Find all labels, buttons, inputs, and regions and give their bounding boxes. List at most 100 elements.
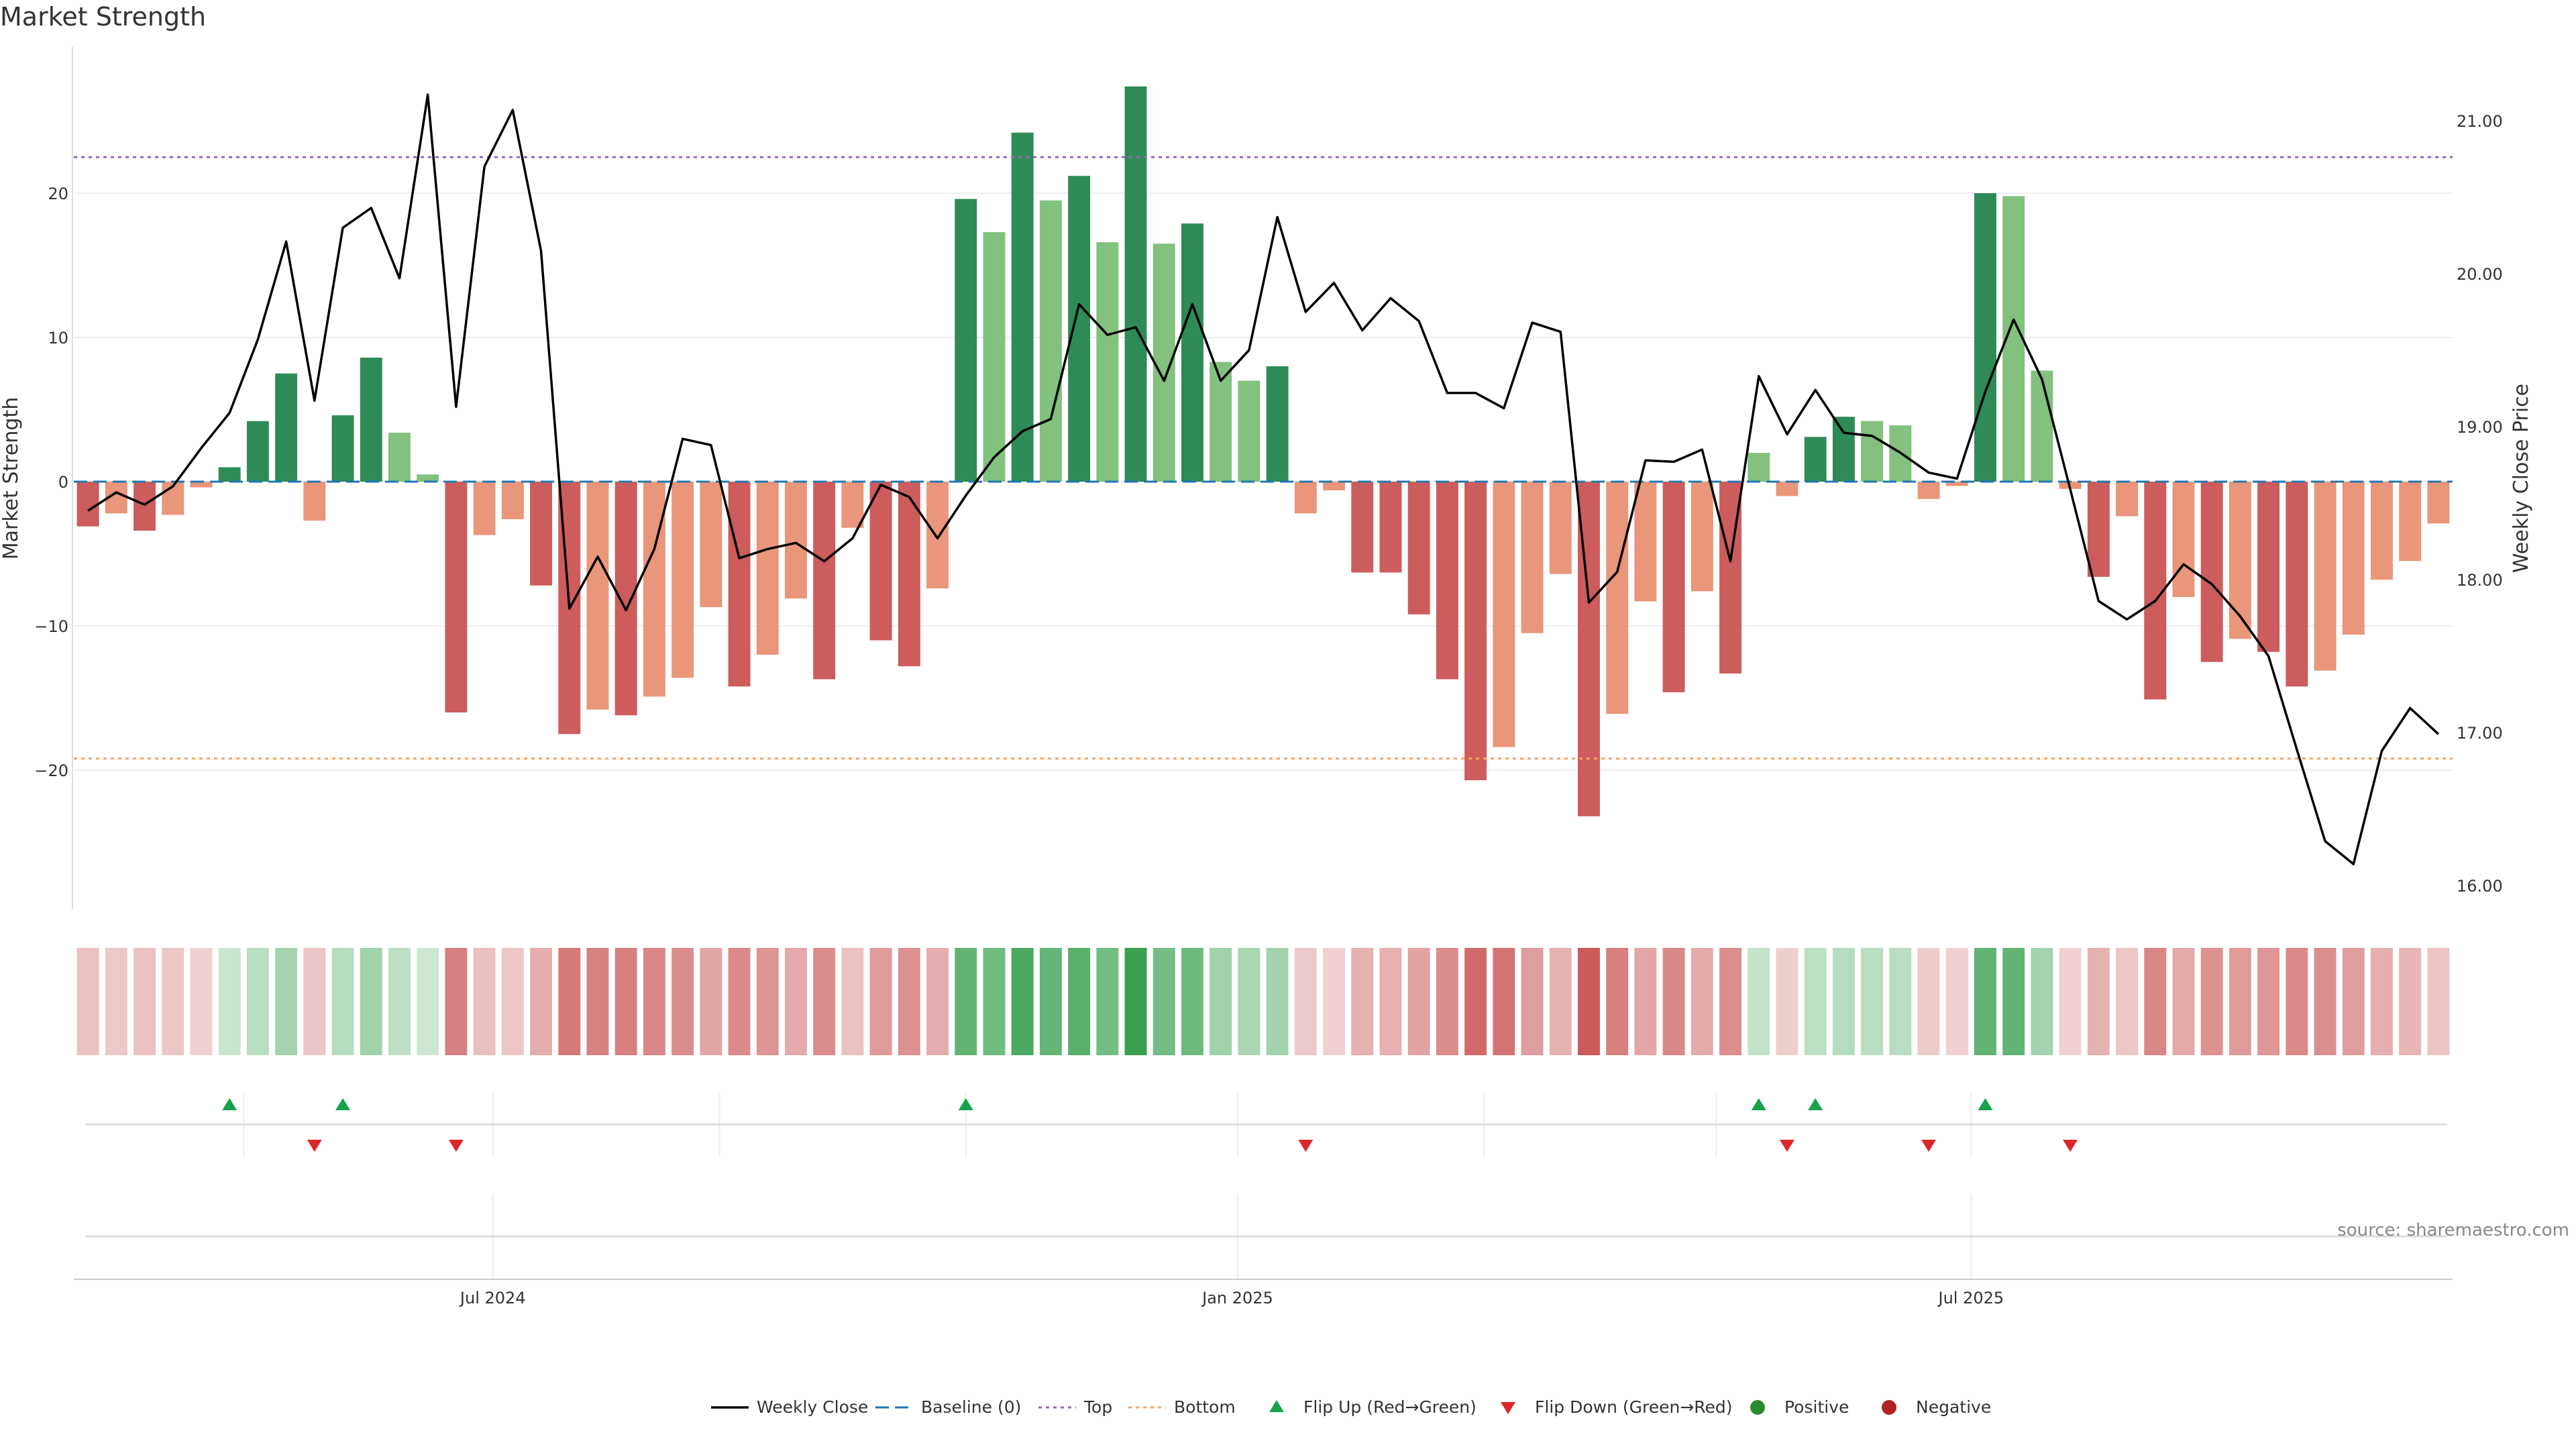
heat-cell-7 (275, 948, 298, 1055)
strength-bar-36 (1096, 242, 1119, 482)
strength-bar-5 (218, 467, 241, 482)
strength-bar-81 (2371, 482, 2393, 580)
flip-up-marker-2 (958, 1098, 973, 1110)
heat-cell-77 (2257, 948, 2280, 1055)
strength-bar-6 (246, 421, 269, 482)
heat-cell-70 (2059, 948, 2082, 1055)
empty-panel: Jul 2024 Jan 2025 Jul 2025 (74, 1194, 2453, 1307)
heat-cell-64 (1889, 948, 1912, 1055)
right-tick-label-1: 20.00 (2457, 265, 2503, 284)
right-tick-label-3: 18.00 (2457, 571, 2503, 590)
strength-bar-66 (1945, 482, 1968, 486)
heat-cell-49 (1464, 948, 1487, 1055)
strength-bar-83 (2427, 482, 2450, 524)
x-tick-label-1: Jan 2025 (1201, 1289, 1273, 1307)
heat-cell-57 (1690, 948, 1713, 1055)
weekly-close-polyline (87, 93, 2440, 865)
heat-cell-60 (1776, 948, 1799, 1055)
heat-cell-63 (1861, 948, 1884, 1055)
strength-bar-48 (1436, 482, 1458, 680)
heat-cell-13 (445, 948, 468, 1055)
heat-cell-46 (1379, 948, 1402, 1055)
heat-cell-74 (2172, 948, 2195, 1055)
heat-cell-41 (1238, 948, 1260, 1055)
strength-bar-22 (700, 482, 722, 608)
strength-bar-33 (1011, 132, 1034, 482)
heat-cell-69 (2031, 948, 2053, 1055)
chart-title: Market Strength (0, 2, 206, 32)
strength-bar-57 (1690, 482, 1713, 592)
heat-cell-11 (388, 948, 411, 1055)
strength-bar-74 (2172, 482, 2195, 597)
strength-bar-62 (1832, 417, 1855, 482)
heat-cell-76 (2229, 948, 2251, 1055)
strength-bar-42 (1266, 366, 1289, 482)
axes: 20 10 0 −10 −20 21.00 20.00 19.00 18.00 17.00 16.0… (34, 47, 2503, 909)
heat-cell-23 (728, 948, 751, 1055)
heat-cell-31 (955, 948, 977, 1055)
strength-bar-37 (1124, 86, 1147, 482)
heat-cell-10 (360, 948, 382, 1055)
strength-bar-10 (360, 358, 382, 482)
strength-bar-46 (1379, 482, 1402, 573)
heat-cell-25 (785, 948, 807, 1055)
flip-down-marker-1 (448, 1140, 464, 1152)
heat-cell-44 (1323, 948, 1345, 1055)
heat-cell-0 (76, 948, 99, 1055)
heat-cell-61 (1804, 948, 1827, 1055)
strength-bar-59 (1748, 453, 1770, 482)
heat-cell-20 (643, 948, 665, 1055)
heat-cell-54 (1606, 948, 1629, 1055)
heat-cell-5 (218, 948, 241, 1055)
strength-heat-strip (76, 948, 2450, 1055)
legend-swatch-flip-up (1269, 1400, 1284, 1412)
legend-label-6: Positive (1784, 1397, 1849, 1417)
heat-cell-8 (303, 948, 326, 1055)
strength-bar-52 (1549, 482, 1572, 574)
strength-bar-55 (1634, 482, 1657, 602)
heat-cell-6 (246, 948, 269, 1055)
strength-bar-71 (2087, 482, 2110, 577)
heat-cell-24 (756, 948, 779, 1055)
legend-label-7: Negative (1916, 1397, 1991, 1417)
heat-cell-59 (1748, 948, 1770, 1055)
heat-cell-66 (1945, 948, 1968, 1055)
right-tick-label-4: 17.00 (2457, 724, 2503, 743)
strength-bar-82 (2399, 482, 2422, 561)
strength-bar-65 (1917, 482, 1940, 499)
strength-bar-25 (785, 482, 807, 599)
heat-cell-81 (2371, 948, 2393, 1055)
heat-cell-33 (1011, 948, 1034, 1055)
strength-bar-77 (2257, 482, 2280, 652)
heat-cell-83 (2427, 948, 2450, 1055)
strength-bar-27 (841, 482, 864, 528)
strength-bar-32 (983, 232, 1006, 482)
heat-cell-4 (190, 948, 213, 1055)
left-tick-label-0: 20 (48, 184, 68, 203)
heat-cell-71 (2087, 948, 2110, 1055)
strength-bar-29 (898, 482, 920, 667)
heat-cell-68 (2002, 948, 2025, 1055)
strength-bar-56 (1662, 482, 1685, 692)
strength-bar-11 (388, 432, 411, 482)
heat-cell-47 (1407, 948, 1430, 1055)
strength-bar-21 (672, 482, 694, 678)
legend-label-5: Flip Down (Green→Red) (1535, 1397, 1733, 1417)
heat-cell-42 (1266, 948, 1289, 1055)
strength-bar-20 (643, 482, 665, 697)
legend: Weekly Close Baseline (0) Top Bottom Flip Up… (711, 1397, 1991, 1417)
heat-cell-28 (869, 948, 892, 1055)
strength-bar-76 (2229, 482, 2251, 639)
strength-bar-67 (1974, 193, 1996, 482)
strength-bar-28 (869, 482, 892, 641)
heat-cell-21 (672, 948, 694, 1055)
strength-bars (76, 86, 2450, 816)
strength-bar-19 (614, 482, 637, 716)
strength-bar-12 (417, 474, 439, 482)
legend-swatch-positive (1750, 1400, 1765, 1415)
heat-cell-62 (1832, 948, 1855, 1055)
heat-cell-52 (1549, 948, 1572, 1055)
strength-bar-24 (756, 482, 779, 655)
heat-cell-36 (1096, 948, 1119, 1055)
